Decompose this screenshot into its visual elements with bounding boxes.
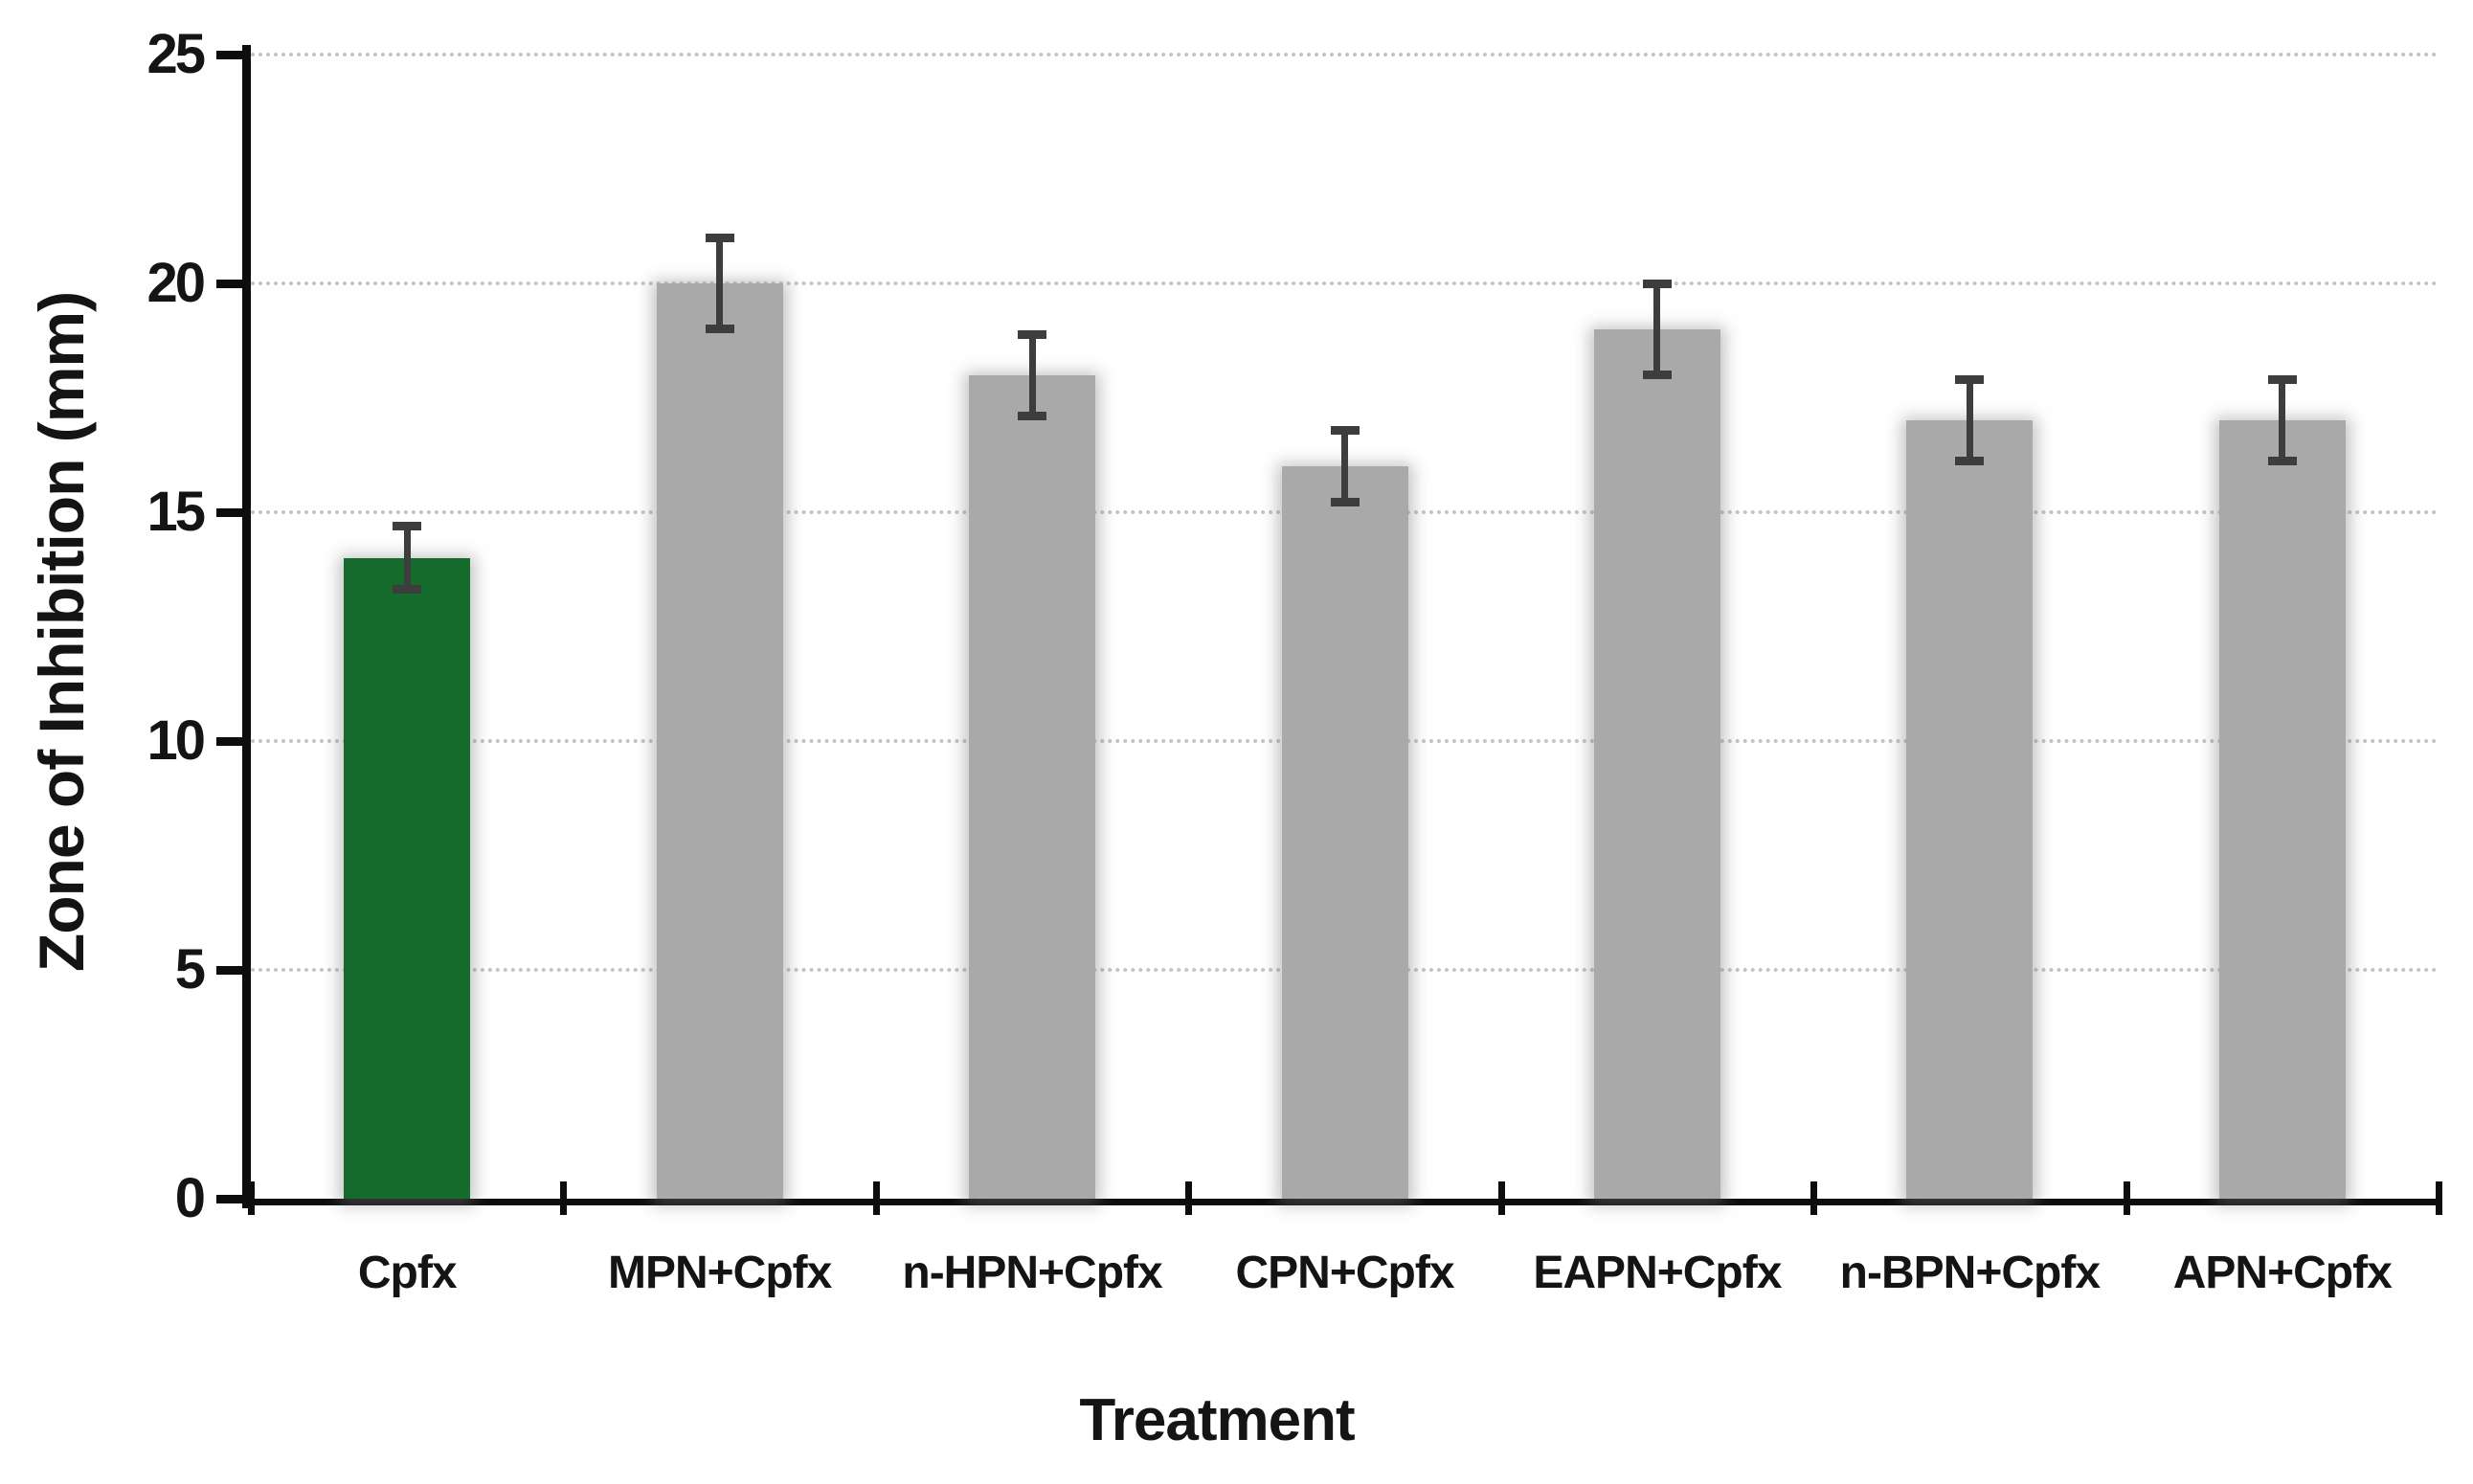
error-bar-bottom-cap xyxy=(2267,457,2297,466)
x-axis-tick xyxy=(1810,1181,1818,1215)
error-bar-line xyxy=(1028,333,1036,416)
error-bar-bottom-cap xyxy=(1018,411,1047,420)
y-tick-label: 25 xyxy=(146,23,206,85)
error-bar-line xyxy=(1341,429,1348,504)
error-bar-bottom-cap xyxy=(1330,498,1360,507)
y-axis-line xyxy=(242,45,251,1208)
error-bar-top-cap xyxy=(1642,280,1672,288)
y-axis-tick xyxy=(216,737,242,746)
y-axis-tick xyxy=(216,966,242,975)
x-axis-tick xyxy=(1497,1181,1505,1215)
y-tick-label: 20 xyxy=(146,252,206,314)
x-category-label: n-BPN+Cpfx xyxy=(1839,1248,2101,1298)
x-category-label: n-HPN+Cpfx xyxy=(902,1248,1162,1298)
x-category-label: APN+Cpfx xyxy=(2172,1248,2393,1298)
bar xyxy=(656,283,783,1199)
y-tick-label: 0 xyxy=(174,1167,206,1229)
error-bar-top-cap xyxy=(1330,425,1360,435)
bar xyxy=(344,557,471,1199)
error-bar-top-cap xyxy=(1018,329,1047,339)
y-tick-label: 10 xyxy=(146,709,206,772)
error-bar-line xyxy=(716,237,724,329)
bar xyxy=(1593,328,1720,1199)
x-category-label: EAPN+Cpfx xyxy=(1533,1248,1782,1298)
y-axis-tick xyxy=(216,1195,242,1203)
error-bar-line xyxy=(1653,283,1661,375)
error-bar-top-cap xyxy=(393,522,422,531)
x-axis-title: Treatment xyxy=(1079,1387,1355,1453)
error-bar-line xyxy=(403,526,411,591)
error-bar-bottom-cap xyxy=(705,324,734,333)
error-bar-bottom-cap xyxy=(393,585,422,595)
error-bar-bottom-cap xyxy=(1955,457,1985,466)
error-bar-top-cap xyxy=(2267,375,2297,385)
x-axis-tick xyxy=(1185,1181,1193,1215)
x-category-label: Cpfx xyxy=(357,1248,458,1298)
x-axis-tick xyxy=(2123,1181,2130,1215)
y-axis-tick xyxy=(216,280,242,288)
bar xyxy=(1281,466,1408,1199)
x-category-label: MPN+Cpfx xyxy=(607,1248,832,1298)
error-bar-line xyxy=(1966,379,1973,462)
error-bar-bottom-cap xyxy=(1642,370,1672,379)
error-bar-line xyxy=(2279,379,2286,462)
h-gridline xyxy=(251,281,2439,285)
x-category-label: CPN+Cpfx xyxy=(1235,1248,1454,1298)
error-bar-top-cap xyxy=(1955,375,1985,385)
x-axis-tick xyxy=(248,1181,255,1215)
x-axis-tick xyxy=(872,1181,880,1215)
bar xyxy=(1906,420,2034,1199)
x-axis-tick xyxy=(560,1181,568,1215)
x-axis-line xyxy=(242,1199,2439,1205)
y-tick-label: 5 xyxy=(174,938,206,1001)
bar xyxy=(2218,420,2346,1199)
y-axis-tick xyxy=(216,508,242,517)
y-axis-title: Zone of Inhibition (mm) xyxy=(26,291,97,973)
error-bar-top-cap xyxy=(705,234,734,243)
bar xyxy=(969,374,1096,1199)
x-axis-tick xyxy=(2436,1181,2442,1215)
y-tick-label: 15 xyxy=(146,481,206,543)
h-gridline xyxy=(251,53,2439,56)
y-axis-tick xyxy=(216,51,242,59)
